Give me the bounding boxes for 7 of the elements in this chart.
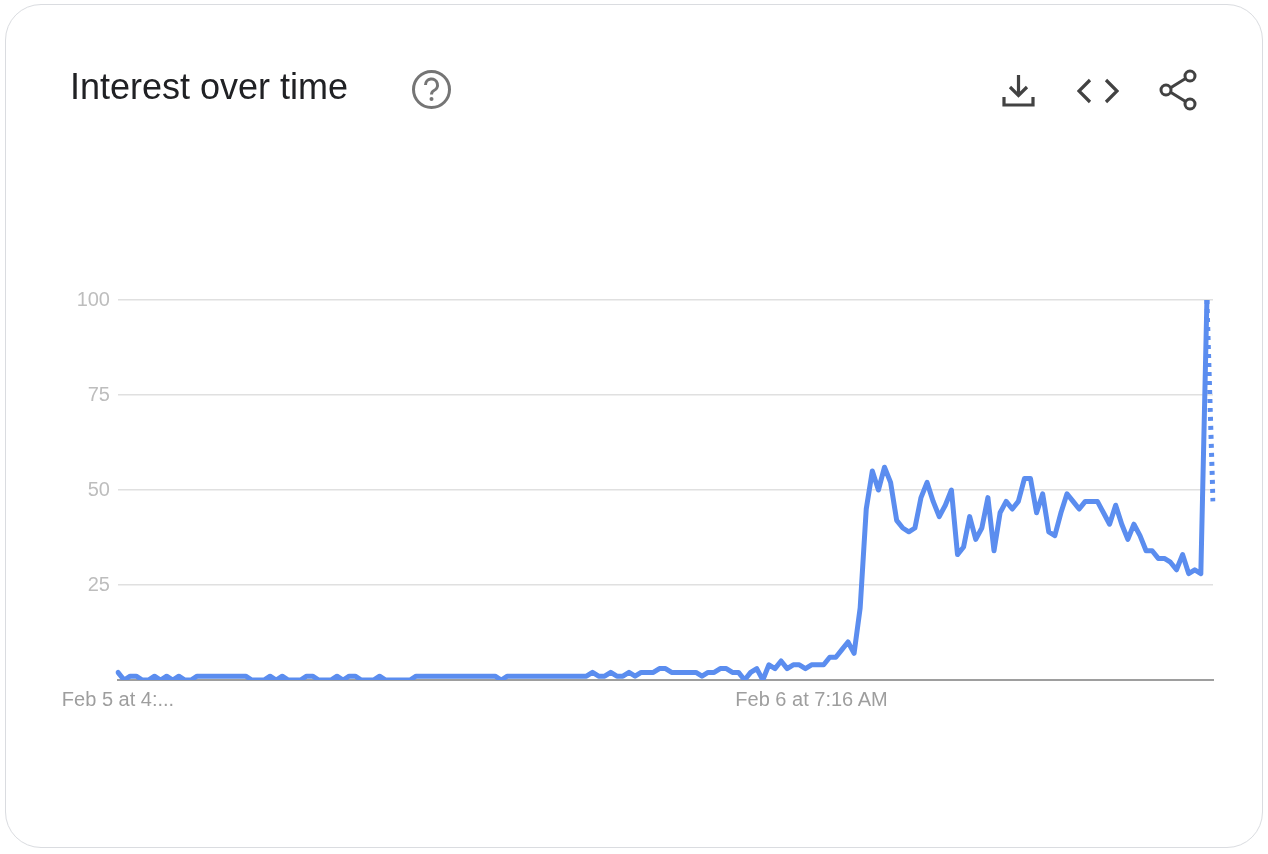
- chart-title: Interest over time: [70, 66, 349, 108]
- y-tick-label: 50: [87, 477, 110, 500]
- y-tick-label: 100: [76, 287, 110, 310]
- y-tick-label: 75: [87, 382, 110, 405]
- x-tick-label: Feb 5 at 4:...: [61, 687, 175, 710]
- x-tick-label: Feb 6 at 7:16 AM: [735, 687, 888, 710]
- y-tick-label: 25: [87, 572, 110, 595]
